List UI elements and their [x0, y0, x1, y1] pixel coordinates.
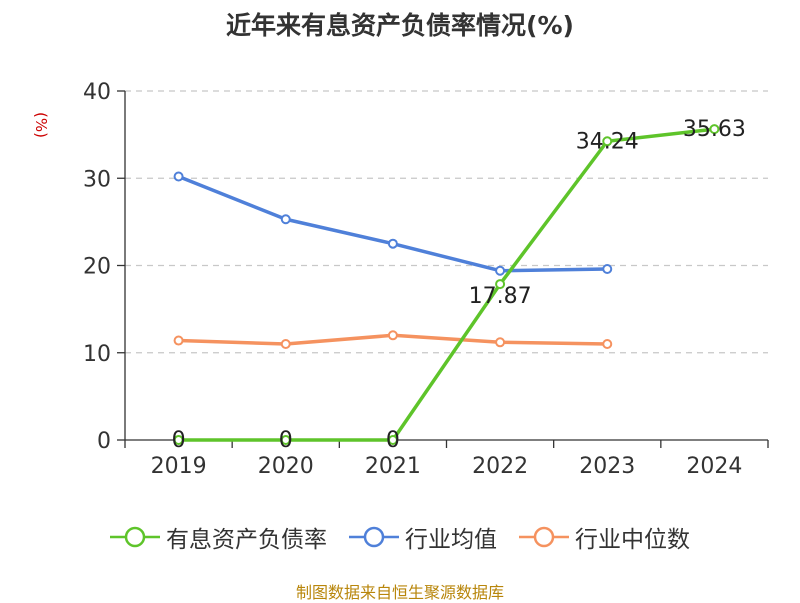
- legend-marker-icon: [349, 526, 399, 548]
- data-point: [387, 238, 398, 249]
- data-label: 35.63: [683, 117, 746, 142]
- x-tick-label: 2020: [258, 454, 314, 479]
- data-source-note: 制图数据来自恒生聚源数据库: [295, 583, 504, 602]
- y-tick-label: 0: [97, 429, 111, 454]
- data-label: 0: [279, 428, 293, 453]
- data-point: [495, 279, 506, 290]
- chart-title: 近年来有息资产负债率情况(%): [226, 11, 574, 40]
- y-tick-label: 30: [83, 167, 111, 192]
- x-tick-label: 2023: [579, 454, 635, 479]
- data-point: [280, 214, 291, 225]
- x-tick-label: 2024: [686, 454, 742, 479]
- y-tick-label: 20: [83, 255, 111, 280]
- series-line: [178, 127, 715, 442]
- data-label: 34.24: [576, 129, 639, 154]
- data-point: [387, 435, 398, 445]
- legend-item-series-2[interactable]: 行业中位数: [519, 520, 690, 554]
- data-point: [602, 339, 613, 350]
- data-point: [280, 435, 291, 445]
- legend-item-series-0[interactable]: 有息资产负债率: [110, 520, 327, 554]
- data-point: [173, 335, 184, 346]
- y-tick-label: 40: [83, 80, 111, 105]
- data-point: [173, 171, 184, 182]
- data-label: 0: [172, 428, 186, 453]
- data-point: [173, 435, 184, 445]
- data-point: [280, 339, 291, 350]
- data-point: [602, 263, 613, 274]
- legend-marker-icon: [519, 526, 569, 548]
- data-label: 17.87: [469, 284, 532, 309]
- legend-item-series-1[interactable]: 行业均值: [349, 520, 497, 554]
- data-point: [709, 124, 720, 135]
- legend-label: 行业均值: [405, 527, 497, 553]
- data-label: 0: [386, 428, 400, 453]
- x-tick-label: 2021: [365, 454, 421, 479]
- data-point: [602, 136, 613, 147]
- legend-label: 有息资产负债率: [166, 527, 327, 553]
- x-tick-label: 2022: [472, 454, 528, 479]
- x-tick-label: 2019: [151, 454, 207, 479]
- legend: 有息资产负债率 行业均值 行业中位数: [0, 520, 800, 554]
- legend-marker-icon: [110, 526, 160, 548]
- legend-label: 行业中位数: [575, 527, 690, 553]
- series-line: [177, 174, 608, 273]
- data-point: [495, 265, 506, 276]
- y-tick-label: 10: [83, 342, 111, 367]
- data-point: [495, 337, 506, 348]
- data-point: [387, 330, 398, 341]
